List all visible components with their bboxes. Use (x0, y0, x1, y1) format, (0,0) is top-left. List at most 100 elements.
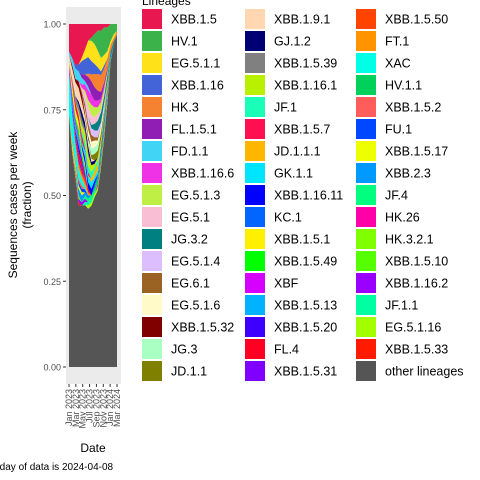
legend-label: EG.5.1.4 (171, 255, 220, 269)
legend-label: FD.1.1 (171, 145, 209, 159)
legend-item: XBB.1.5.32 (142, 317, 234, 337)
legend-swatch (245, 75, 265, 95)
legend-label: JF.4 (385, 189, 408, 203)
series-area-xbb-1-16 (69, 30, 117, 75)
plot-panel (66, 7, 121, 384)
x-axis-label: Date (80, 441, 106, 455)
legend-label: XBB.1.16.6 (171, 167, 234, 181)
legend-item: GK.1.1 (245, 163, 313, 183)
legend-item: HK.3.2.1 (356, 229, 434, 249)
legend-swatch (245, 163, 265, 183)
legend-swatch (356, 97, 376, 117)
legend-label: XBB.1.5.2 (385, 101, 441, 115)
legend-item: other lineages (356, 361, 464, 381)
legend-swatch (245, 273, 265, 293)
legend-label: FT.1 (385, 35, 409, 49)
legend-swatch (245, 9, 265, 29)
legend-label: XBB.1.16.11 (274, 189, 343, 203)
legend-label: GJ.1.2 (274, 35, 311, 49)
legend-item: XBB.1.5.31 (245, 361, 337, 381)
legend-swatch (356, 9, 376, 29)
legend-label: XBB.1.5.13 (274, 299, 337, 313)
legend-swatch (356, 317, 376, 337)
legend-item: FU.1 (356, 119, 412, 139)
legend-item: XBB.1.5.10 (356, 251, 448, 271)
legend-swatch (245, 119, 265, 139)
legend-label: XBB.2.3 (385, 167, 431, 181)
legend-swatch (142, 295, 162, 315)
series-area-other-lineages (69, 34, 117, 367)
legend-item: JD.1.1.1 (245, 141, 321, 161)
series-area-xbb-1-9-1 (69, 34, 117, 162)
legend-label: XBB.1.5.7 (274, 123, 330, 137)
legend-label: XBB.1.5.1 (274, 233, 330, 247)
legend-item: EG.5.1.3 (142, 185, 220, 205)
legend-swatch (245, 185, 265, 205)
legend-swatch (356, 361, 376, 381)
legend-label: other lineages (385, 365, 464, 379)
series-area-xbb-1-5 (69, 24, 117, 66)
x-tick-label: Nov 2023 (98, 389, 108, 428)
legend-item: JF.1.1 (356, 295, 418, 315)
legend-swatch (356, 163, 376, 183)
x-tick-label: Mar 2023 (71, 389, 81, 427)
legend-item: XBB.1.5 (142, 9, 217, 29)
legend-swatch (142, 229, 162, 249)
y-axis: 0.00 0.25 0.50 0.75 1.00 (43, 20, 66, 373)
y-tick-label: 0.50 (43, 191, 61, 201)
legend-swatch (142, 317, 162, 337)
y-tick-label: 0.00 (43, 363, 61, 373)
legend-item: XBB.1.5.39 (245, 53, 337, 73)
legend-item: JF.1 (245, 97, 297, 117)
legend-swatch (245, 141, 265, 161)
legend-item: FL.1.5.1 (142, 119, 217, 139)
x-tick-label: Jan 2024 (105, 389, 115, 426)
legend-label: HK.3 (171, 101, 199, 115)
legend-swatch (142, 207, 162, 227)
legend-item: FD.1.1 (142, 141, 209, 161)
series-area-hk-3 (69, 30, 117, 92)
legend-item: XBB.1.5.13 (245, 295, 337, 315)
series-area-hv-1 (69, 24, 117, 66)
legend-swatch (142, 185, 162, 205)
legend-label: JG.3.2 (171, 233, 208, 247)
legend-item: XBB.2.3 (356, 163, 431, 183)
legend-label: XBB.1.9.1 (274, 13, 330, 27)
legend-swatch (142, 251, 162, 271)
legend-label: XBB.1.5.33 (385, 343, 448, 357)
x-tick-label: Sep 2023 (91, 389, 101, 428)
legend-label: XBB.1.5.10 (385, 255, 448, 269)
legend-label: XBB.1.5.39 (274, 57, 337, 71)
legend-swatch (142, 339, 162, 359)
legend-label: XBB.1.16.1 (274, 79, 337, 93)
legend-item: HK.3 (142, 97, 199, 117)
legend-swatch (245, 339, 265, 359)
legend-label: FL.1.5.1 (171, 123, 217, 137)
legend-label: HK.26 (385, 211, 420, 225)
legend-item: EG.6.1 (142, 273, 210, 293)
legend-label: XBB.1.5 (171, 13, 217, 27)
legend-title: Lineages (142, 0, 191, 8)
legend-item: XBB.1.16.2 (356, 273, 448, 293)
legend-item: XBB.1.5.50 (356, 9, 448, 29)
legend-swatch (142, 75, 162, 95)
y-tick-label: 1.00 (43, 20, 61, 30)
legend-item: XBB.1.16.6 (142, 163, 234, 183)
legend-item: EG.5.1 (142, 207, 210, 227)
legend-item: JD.1.1 (142, 361, 207, 381)
legend-swatch (245, 207, 265, 227)
series-area-fl-1-5-1 (69, 34, 117, 101)
x-tick-label: May 2023 (78, 389, 88, 429)
legend-label: XBB.1.16.2 (385, 277, 448, 291)
legend-item: XBB.1.9.1 (245, 9, 330, 29)
y-axis-label: Sequences cases per week(fraction) (6, 131, 34, 279)
legend: XBB.1.5 HV.1 EG.5.1.1 XBB.1.16 HK.3 FL.1.5.1 F… (142, 9, 464, 381)
legend-item: GJ.1.2 (245, 31, 311, 51)
legend-label: EG.5.1.16 (385, 321, 441, 335)
legend-item: KC.1 (245, 207, 302, 227)
legend-item: JF.4 (356, 185, 408, 205)
legend-swatch (356, 53, 376, 73)
legend-item: XBB.1.5.17 (356, 141, 448, 161)
